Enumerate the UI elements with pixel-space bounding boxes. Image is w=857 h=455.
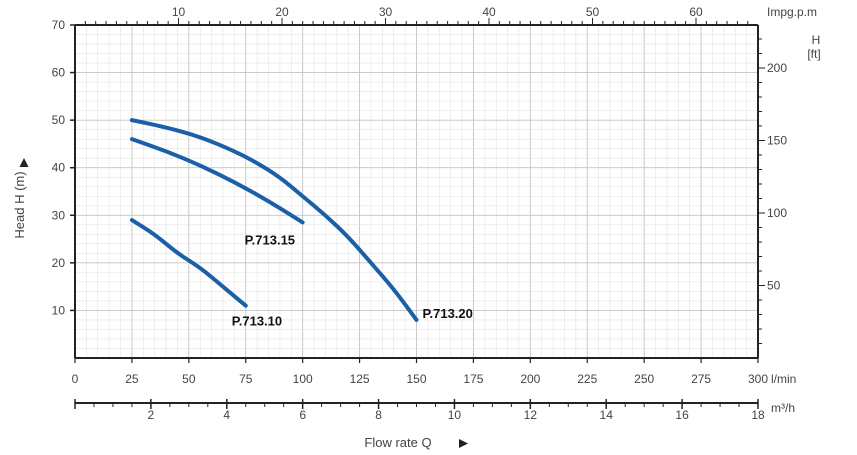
series-label-p-713-10: P.713.10 [232,314,282,329]
x-axis-arrow-icon [459,439,468,448]
bottom-tick-label-lmin: 150 [406,372,426,386]
left-tick-label: 60 [52,66,66,80]
top-tick-label: 20 [275,5,289,19]
y-axis-arrow-icon [19,158,29,167]
series-line-p-713-15 [129,137,305,225]
unit-label-head-ft-symbol: H [812,33,821,47]
bottom-tick-label-m3h: 10 [448,408,462,422]
bottom-tick-label-lmin: 275 [691,372,711,386]
bottom-tick-label-m3h: 8 [375,408,382,422]
unit-label-impgpm: Impg.p.m [767,5,817,19]
bottom-tick-label-lmin: 50 [182,372,196,386]
chart-grid [74,24,759,359]
left-tick-label: 30 [52,208,66,222]
right-tick-label: 150 [767,134,787,148]
x-axis-title: Flow rate Q [364,435,431,450]
top-tick-label: 60 [689,5,703,19]
bottom-tick-label-m3h: 4 [223,408,230,422]
bottom-tick-label-m3h: 12 [524,408,538,422]
top-tick-label: 50 [586,5,600,19]
unit-label-m3h: m³/h [771,401,795,415]
bottom-tick-label-lmin: 175 [463,372,483,386]
series-line-p-713-20 [129,118,419,322]
bottom-tick-label-lmin: 75 [239,372,253,386]
unit-label-head-ft-unit: [ft] [807,47,820,61]
bottom-tick-label-lmin: 300 [748,372,768,386]
bottom-tick-label-lmin: 0 [72,372,79,386]
left-tick-label: 50 [52,113,66,127]
top-tick-label: 40 [482,5,496,19]
top-tick-label: 10 [172,5,186,19]
top-tick-label: 30 [379,5,393,19]
right-tick-label: 100 [767,206,787,220]
series-layer [129,118,419,322]
bottom-tick-label-lmin: 100 [293,372,313,386]
bottom-tick-label-lmin: 225 [577,372,597,386]
series-line-p-713-10 [129,218,248,308]
left-tick-label: 70 [52,18,66,32]
bottom-tick-label-lmin: 125 [350,372,370,386]
series-label-p-713-15: P.713.15 [245,232,295,247]
bottom-tick-label-m3h: 18 [751,408,765,422]
right-tick-label: 200 [767,61,787,75]
bottom-tick-label-m3h: 6 [299,408,306,422]
left-tick-label: 20 [52,256,66,270]
unit-label-lmin: l/min [771,372,796,386]
y-axis-title: Head H (m) [12,171,27,238]
label-layer: Impg.p.m H[ft] l/min m³/h Head H (m) Flow rat… [12,5,821,450]
right-tick-label: 50 [767,279,781,293]
bottom-tick-label-lmin: 25 [125,372,139,386]
bottom-tick-label-lmin: 200 [520,372,540,386]
bottom-tick-label-m3h: 14 [600,408,614,422]
bottom-tick-label-m3h: 16 [675,408,689,422]
bottom-tick-label-lmin: 250 [634,372,654,386]
series-label-p-713-20: P.713.20 [423,306,473,321]
left-tick-label: 10 [52,303,66,317]
bottom-tick-label-m3h: 2 [148,408,155,422]
left-tick-label: 40 [52,161,66,175]
